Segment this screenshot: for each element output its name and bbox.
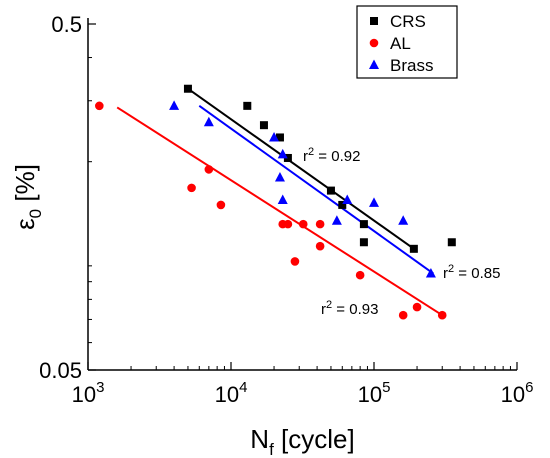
data-point-al xyxy=(412,302,422,312)
legend-marker-brass xyxy=(369,59,379,69)
x-tick-label: 103 xyxy=(72,379,105,407)
data-point-brass xyxy=(277,148,288,159)
data-point-al xyxy=(204,165,214,174)
data-point-crs xyxy=(447,238,456,247)
data-point-crs xyxy=(283,153,292,162)
data-point-al xyxy=(283,219,293,229)
data-point-al xyxy=(187,183,196,193)
fit-line-crs xyxy=(187,87,415,250)
data-point-crs xyxy=(259,121,268,130)
data-point-brass xyxy=(425,268,436,278)
data-point-al xyxy=(290,257,300,266)
data-point-crs xyxy=(409,244,418,253)
legend-marker-al xyxy=(369,38,379,48)
y-tick-label: 0.05 xyxy=(39,358,82,383)
data-point-crs xyxy=(275,133,284,142)
fit-line-al xyxy=(116,106,443,317)
legend-label-al: AL xyxy=(390,34,411,53)
data-point-brass xyxy=(369,197,379,207)
fit-line-brass xyxy=(198,105,434,275)
data-point-brass xyxy=(342,194,353,204)
data-point-crs xyxy=(326,186,335,195)
data-point-crs xyxy=(359,220,368,229)
data-point-al xyxy=(315,241,325,251)
data-point-brass xyxy=(277,194,288,204)
data-point-al xyxy=(355,270,365,280)
data-point-brass xyxy=(269,131,280,142)
data-point-al xyxy=(315,219,325,229)
y-tick-label: 0.5 xyxy=(51,12,82,37)
r2-label-brass: r2 = 0.85 xyxy=(443,263,500,282)
data-point-brass xyxy=(203,116,214,127)
data-point-al xyxy=(437,310,447,320)
x-tick-label: 105 xyxy=(358,379,391,407)
x-tick-label: 106 xyxy=(501,379,534,407)
data-point-crs xyxy=(359,238,368,247)
data-point-brass xyxy=(331,215,342,225)
legend-label-crs: CRS xyxy=(390,12,426,31)
data-point-al xyxy=(95,101,104,111)
r2-label-crs: r2 = 0.92 xyxy=(303,146,360,165)
legend: CRS AL Brass xyxy=(356,5,458,79)
legend-label-brass: Brass xyxy=(390,56,433,75)
data-markers xyxy=(95,84,456,320)
data-point-crs xyxy=(243,101,252,110)
r2-label-al: r2 = 0.93 xyxy=(321,299,378,318)
data-point-al xyxy=(398,310,408,320)
y-axis-title: ε0 [%] xyxy=(10,164,45,230)
data-point-al xyxy=(216,200,226,210)
data-point-crs xyxy=(338,200,347,209)
fit-lines xyxy=(116,87,443,317)
x-tick-label: 104 xyxy=(215,379,248,407)
r2-annotations: r2 = 0.92 r2 = 0.93 r2 = 0.85 xyxy=(303,146,500,318)
data-point-brass xyxy=(274,172,285,182)
data-point-crs xyxy=(183,84,192,93)
data-point-brass xyxy=(398,215,409,225)
legend-marker-crs xyxy=(370,17,378,25)
axes: 103 104 105 106 0.5 0.05 Nf [cycle] ε0 [%] xyxy=(10,12,533,458)
data-point-brass xyxy=(169,100,180,110)
x-axis-title: Nf [cycle] xyxy=(250,424,354,458)
data-point-al xyxy=(298,219,308,229)
